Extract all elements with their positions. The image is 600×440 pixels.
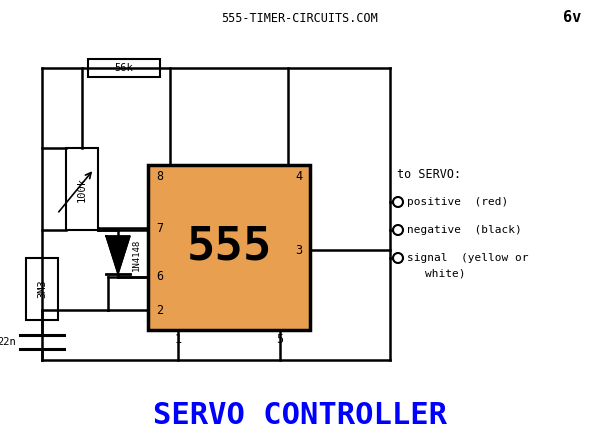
Polygon shape — [106, 236, 130, 274]
Text: 3: 3 — [295, 243, 302, 257]
Bar — [88, 59, 160, 77]
Text: 1N4148: 1N4148 — [132, 239, 141, 271]
Text: 100k: 100k — [77, 176, 87, 202]
Text: 1: 1 — [175, 333, 182, 346]
Bar — [26, 258, 58, 320]
Text: 56k: 56k — [115, 63, 133, 73]
Bar — [66, 148, 98, 230]
Text: 6v: 6v — [563, 11, 581, 26]
Text: to SERVO:: to SERVO: — [397, 168, 461, 180]
Text: negative  (black): negative (black) — [407, 225, 522, 235]
Text: 8: 8 — [156, 170, 163, 183]
Circle shape — [393, 197, 403, 207]
Text: 555-TIMER-CIRCUITS.COM: 555-TIMER-CIRCUITS.COM — [221, 11, 379, 25]
Text: 3M3: 3M3 — [37, 280, 47, 298]
Text: signal  (yellow or: signal (yellow or — [407, 253, 529, 263]
Circle shape — [393, 253, 403, 263]
Text: 5: 5 — [277, 333, 284, 346]
Text: white): white) — [425, 269, 466, 279]
Text: 555: 555 — [186, 225, 272, 270]
Circle shape — [393, 225, 403, 235]
Text: 2: 2 — [156, 304, 163, 316]
Text: positive  (red): positive (red) — [407, 197, 508, 207]
Text: 6: 6 — [156, 271, 163, 283]
Text: 4: 4 — [295, 170, 302, 183]
Text: 7: 7 — [156, 221, 163, 235]
Bar — [148, 165, 310, 330]
Text: SERVO CONTROLLER: SERVO CONTROLLER — [153, 400, 447, 429]
Text: 22n: 22n — [0, 337, 16, 347]
